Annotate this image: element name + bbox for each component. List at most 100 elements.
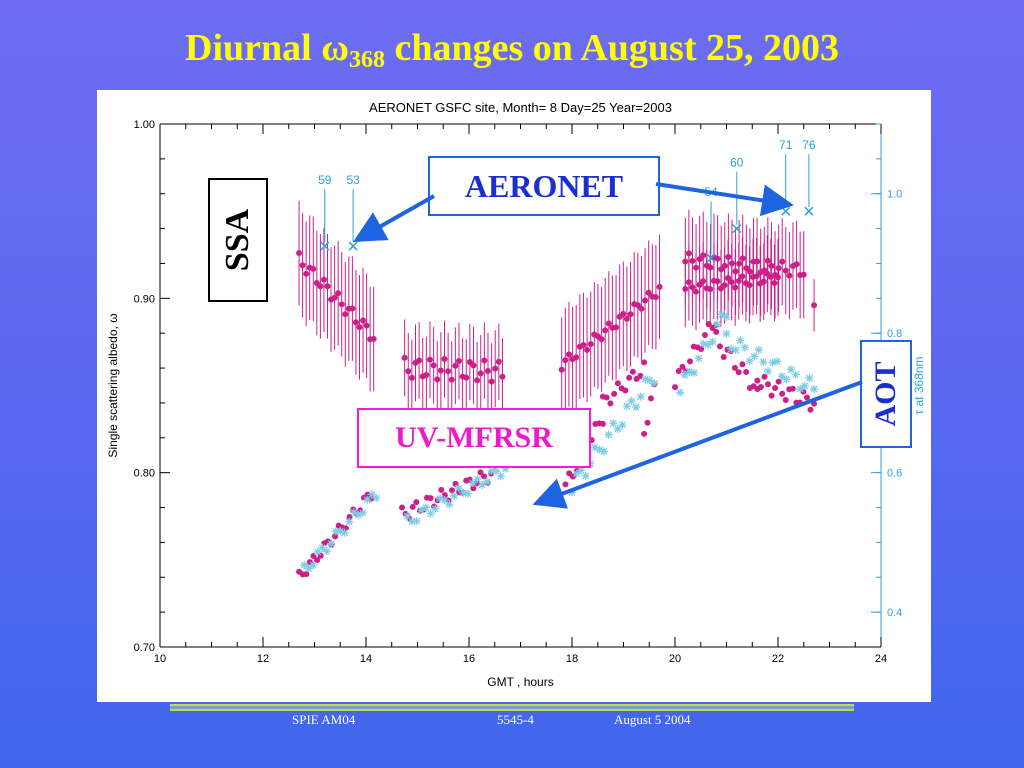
ssa-point <box>580 341 587 348</box>
aot-star-point <box>340 528 349 537</box>
x-axis-label: GMT , hours <box>487 675 553 689</box>
ssa-point <box>772 271 779 278</box>
ssa-point <box>463 374 470 381</box>
ssa-point <box>789 385 796 392</box>
ssa-callout: SSA <box>208 178 268 302</box>
aot-star-point <box>426 509 435 518</box>
ssa-point <box>793 261 800 268</box>
aot-star-point <box>717 310 726 319</box>
aot-star-point <box>736 336 745 345</box>
ssa-point <box>441 492 448 499</box>
y-tick-label: 0.90 <box>134 293 155 305</box>
aot-star-point <box>690 368 699 377</box>
y-axis-label: Single scattering albedo, ω <box>106 313 120 457</box>
aot-star-point <box>622 402 631 411</box>
aot-star-point <box>768 358 777 367</box>
aot-star-point <box>577 466 586 475</box>
ssa-point <box>614 380 621 387</box>
footer-rule <box>170 704 854 711</box>
title-pre: Diurnal <box>185 27 322 69</box>
ssa-point <box>613 324 620 331</box>
aot-star-point <box>304 564 313 573</box>
ssa-point <box>693 264 700 271</box>
x-tick-label: 14 <box>360 653 372 665</box>
ssa-point <box>716 343 723 350</box>
ssa-point <box>803 394 810 401</box>
ssa-point <box>492 365 499 372</box>
ssa-point <box>335 290 342 297</box>
aot-star-point <box>572 469 581 478</box>
aot-star-point <box>454 484 463 493</box>
ssa-point <box>484 368 491 375</box>
aot-star-point <box>800 381 809 390</box>
aot-star-point <box>421 503 430 512</box>
aot-star-point <box>309 561 318 570</box>
aot-star-point <box>676 388 685 397</box>
ssa-point <box>342 311 349 318</box>
ssa-point <box>401 354 408 361</box>
ssa-point <box>455 358 462 365</box>
aot-star-point <box>805 374 814 383</box>
aot-star-point <box>431 504 440 513</box>
ssa-point <box>641 430 648 437</box>
slide-title: Diurnal ω368 changes on August 25, 2003 <box>0 26 1024 72</box>
footer-paper-number: 5545-4 <box>497 712 534 727</box>
aot-star-point <box>581 471 590 480</box>
ssa-point <box>481 473 488 480</box>
ssa-point <box>685 250 692 257</box>
ssa-point <box>310 265 317 272</box>
title-post: changes on August 25, 2003 <box>385 27 839 69</box>
aot-star-point <box>367 490 376 499</box>
ssa-point <box>768 262 775 269</box>
ssa-point <box>565 351 572 358</box>
ssa-point <box>320 276 327 283</box>
ssa-point <box>761 373 768 380</box>
aot-star-point <box>468 478 477 487</box>
aeronet-point-label: 71 <box>779 138 793 152</box>
ssa-point <box>296 250 303 257</box>
aeronet-point <box>320 241 330 251</box>
aot-star-point <box>331 527 340 536</box>
ssa-point <box>448 487 455 494</box>
uv-mfrsr-callout: UV-MFRSR <box>357 408 591 468</box>
ssa-point <box>700 252 707 259</box>
ssa-point <box>626 374 633 381</box>
aot-star-point <box>300 561 309 570</box>
y-tick-label: 1.00 <box>134 119 155 131</box>
x-tick-label: 12 <box>257 653 269 665</box>
ssa-point <box>765 381 772 388</box>
aot-star-point <box>791 370 800 379</box>
ssa-point <box>562 357 569 364</box>
aot-star-point <box>318 543 327 552</box>
aeronet-point <box>348 241 358 251</box>
ssa-point <box>598 336 605 343</box>
aot-star-point <box>685 367 694 376</box>
aot-star-point <box>417 506 426 515</box>
ssa-point <box>360 317 367 324</box>
aot-star-point <box>763 367 772 376</box>
aot-star-point <box>412 517 421 526</box>
ssa-point <box>622 387 629 394</box>
y-tick-label: 0.70 <box>134 642 155 654</box>
ssa-point <box>303 571 310 578</box>
aot-star-point <box>354 510 363 519</box>
aot-star-point <box>754 345 763 354</box>
aeronet-point-label: 53 <box>346 173 360 187</box>
aot-star-point <box>327 539 336 548</box>
x-tick-label: 16 <box>463 653 475 665</box>
ssa-point <box>754 377 761 384</box>
ssa-point <box>656 283 663 290</box>
aot-star-point <box>600 447 609 456</box>
y2-tick-label: 0.6 <box>887 468 902 480</box>
x-tick-label: 20 <box>669 653 681 665</box>
ssa-point <box>338 301 345 308</box>
aot-star-point <box>473 475 482 484</box>
ssa-point <box>779 258 786 265</box>
ssa-point <box>779 390 786 397</box>
ssa-point <box>782 267 789 274</box>
aot-star-point <box>645 376 654 385</box>
aot-callout: AOT <box>860 340 912 448</box>
ssa-point <box>627 311 634 318</box>
ssa-point <box>739 255 746 262</box>
ssa-point <box>707 264 714 271</box>
